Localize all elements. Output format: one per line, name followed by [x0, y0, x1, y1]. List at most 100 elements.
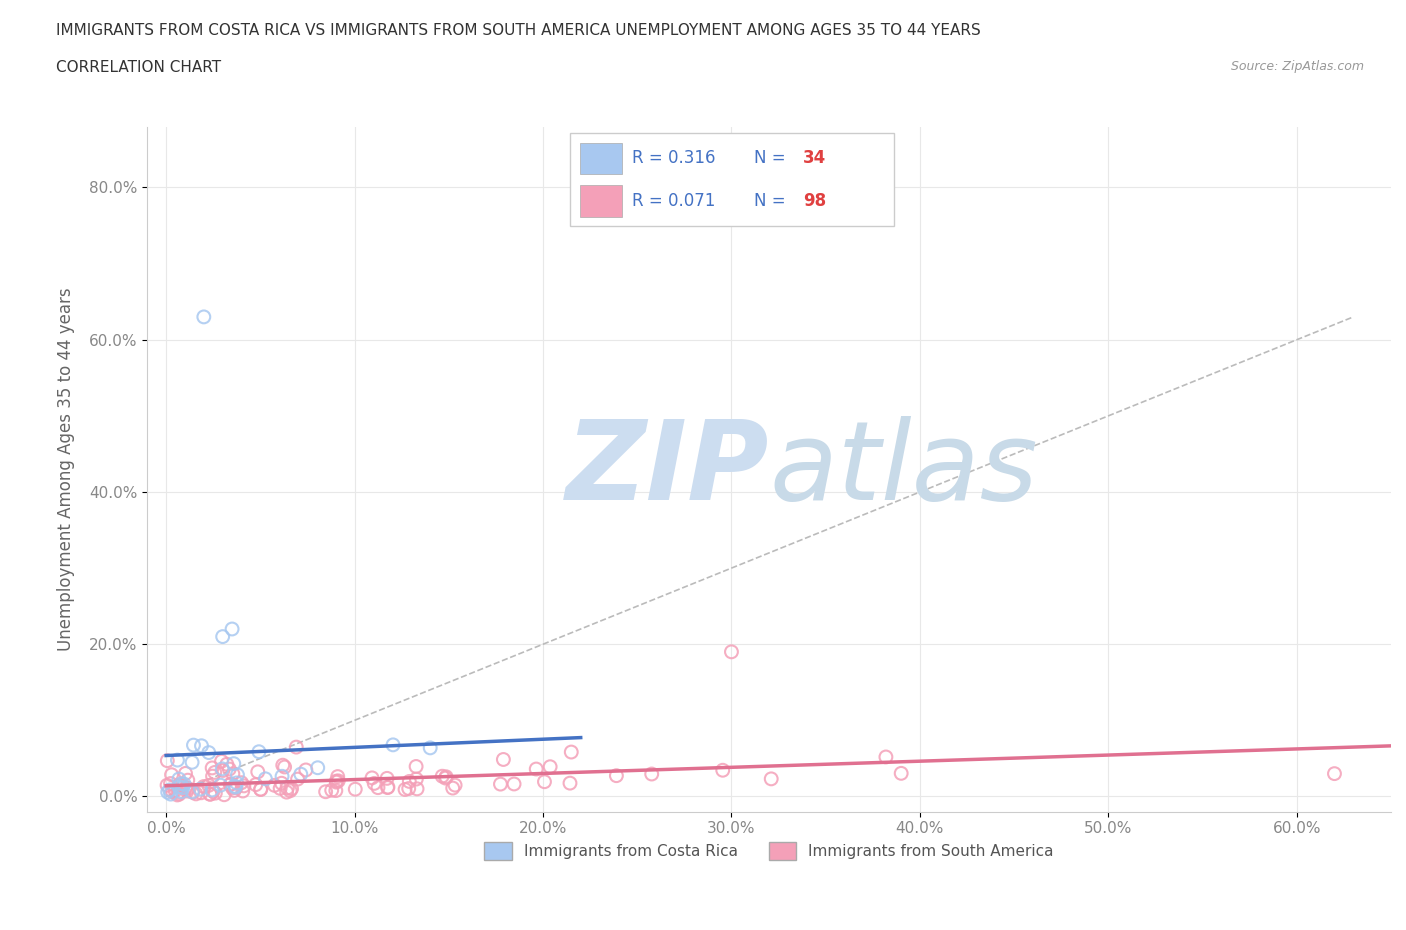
Point — [222, 766, 245, 781]
Point — [246, 764, 269, 779]
Point — [201, 782, 224, 797]
Point — [711, 763, 734, 777]
Point — [720, 644, 742, 659]
Text: ZIP: ZIP — [565, 416, 769, 523]
Point — [209, 777, 232, 792]
Point — [875, 750, 897, 764]
Point — [382, 737, 405, 752]
Point — [441, 780, 464, 795]
Point — [172, 780, 194, 795]
Point — [276, 780, 298, 795]
Point — [181, 785, 204, 800]
Point — [177, 773, 200, 788]
Point — [167, 779, 190, 794]
Point — [377, 779, 399, 794]
Point — [278, 783, 301, 798]
Point — [245, 777, 267, 792]
Point — [325, 774, 347, 789]
Point — [222, 756, 245, 771]
Point — [170, 784, 193, 799]
Point — [492, 752, 515, 767]
Point — [181, 784, 204, 799]
Point — [159, 787, 181, 802]
Point — [263, 777, 285, 792]
Point — [167, 787, 190, 802]
Point — [156, 785, 179, 800]
Point — [226, 767, 249, 782]
Point — [162, 784, 184, 799]
Point — [211, 630, 233, 644]
Point — [174, 766, 197, 781]
Point — [1323, 766, 1346, 781]
Point — [290, 766, 312, 781]
Point — [215, 757, 238, 772]
Point — [221, 621, 243, 636]
Point — [232, 784, 254, 799]
Point — [169, 777, 191, 792]
Point — [285, 739, 308, 754]
Point — [398, 774, 420, 789]
Point — [406, 781, 429, 796]
Point — [560, 745, 582, 760]
Text: CORRELATION CHART: CORRELATION CHART — [56, 60, 221, 75]
Point — [225, 780, 247, 795]
Point — [641, 766, 664, 781]
Point — [271, 758, 294, 773]
Point — [224, 779, 246, 794]
Point — [183, 737, 205, 752]
Point — [221, 780, 243, 795]
Point — [156, 753, 179, 768]
Point — [344, 782, 367, 797]
Point — [367, 780, 389, 795]
Point — [181, 755, 204, 770]
Point — [166, 788, 188, 803]
Point — [325, 775, 347, 790]
Point — [211, 762, 233, 777]
Point — [201, 769, 224, 784]
Point — [405, 759, 427, 774]
Text: Source: ZipAtlas.com: Source: ZipAtlas.com — [1230, 60, 1364, 73]
Point — [225, 776, 247, 790]
Point — [398, 781, 420, 796]
Point — [375, 771, 398, 786]
Point — [247, 744, 270, 759]
Point — [224, 778, 246, 793]
Point — [503, 777, 526, 791]
Point — [166, 752, 188, 767]
Point — [890, 766, 912, 781]
Point — [249, 782, 271, 797]
Point — [174, 780, 197, 795]
Point — [558, 776, 581, 790]
Point — [219, 777, 242, 792]
Point — [276, 785, 298, 800]
Point — [287, 772, 309, 787]
Point — [538, 759, 561, 774]
Point — [321, 783, 343, 798]
Point — [307, 761, 329, 776]
Point — [224, 783, 246, 798]
Legend: Immigrants from Costa Rica, Immigrants from South America: Immigrants from Costa Rica, Immigrants f… — [478, 836, 1060, 866]
Point — [200, 787, 222, 802]
Point — [190, 785, 212, 800]
Point — [204, 786, 226, 801]
Point — [170, 777, 193, 791]
Point — [198, 787, 221, 802]
Point — [173, 777, 195, 791]
Point — [159, 777, 181, 791]
Point — [231, 776, 253, 790]
Point — [761, 771, 783, 786]
Point — [193, 310, 215, 325]
Point — [202, 784, 225, 799]
Point — [489, 777, 512, 791]
Point — [165, 783, 187, 798]
Point — [184, 787, 207, 802]
Point — [405, 772, 427, 787]
Point — [394, 782, 416, 797]
Point — [361, 770, 384, 785]
Point — [197, 745, 219, 760]
Point — [160, 767, 183, 782]
Point — [434, 769, 457, 784]
Point — [169, 785, 191, 800]
Point — [190, 738, 212, 753]
Point — [232, 778, 254, 793]
